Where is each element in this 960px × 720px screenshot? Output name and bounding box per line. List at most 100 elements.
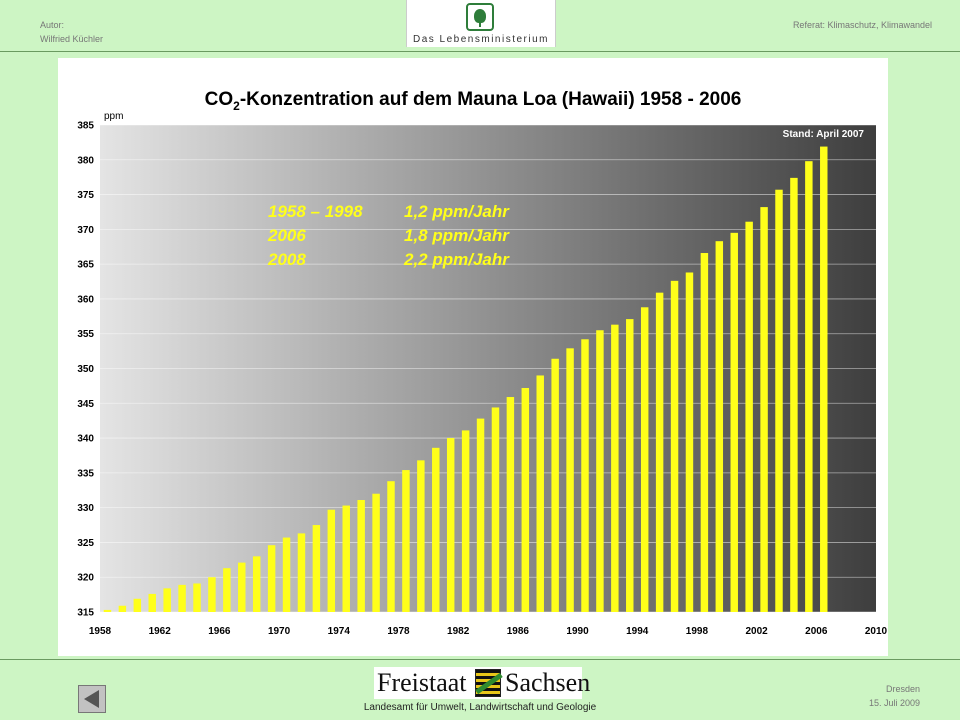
bar <box>655 292 664 612</box>
co2-chart: CO2-Konzentration auf dem Mauna Loa (Haw… <box>77 89 888 637</box>
bar <box>790 177 798 613</box>
logo-text: Das Lebensministerium <box>413 34 549 45</box>
place-date-block: Dresden 15. Juli 2009 <box>869 682 920 710</box>
bar <box>521 387 530 612</box>
bar <box>118 605 127 612</box>
bar <box>775 189 783 613</box>
rate-annotations: 1958 – 1998 1,2 ppm/Jahr 2006 1,8 ppm/Jahr 2… <box>267 202 510 269</box>
x-tick-label: 1982 <box>447 626 470 637</box>
author-label: Autor: <box>40 20 65 30</box>
leaf-logo-icon <box>466 3 494 31</box>
y-tick-label: 345 <box>77 399 94 410</box>
x-tick-labels: 1958 1962 1966 1970 1974 1978 1982 1986 1990 1994… <box>89 626 888 637</box>
agency-name: Landesamt für Umwelt, Landwirtschaft und… <box>363 702 597 713</box>
header-divider <box>0 51 960 52</box>
back-button[interactable] <box>78 685 106 713</box>
x-tick-label: 1998 <box>686 626 709 637</box>
x-tick-label: 2002 <box>745 626 768 637</box>
bar <box>700 253 709 613</box>
bar <box>581 339 589 612</box>
bar <box>238 562 246 612</box>
annotation-period: 2006 <box>267 226 306 245</box>
city-label: Dresden <box>885 684 920 694</box>
bar <box>551 358 559 612</box>
bar <box>745 221 753 612</box>
bar <box>297 533 306 612</box>
x-tick-label: 2006 <box>805 626 828 637</box>
y-tick-label: 355 <box>77 329 94 340</box>
x-tick-label: 2010 <box>865 626 888 637</box>
bar <box>611 324 619 612</box>
state-word-1: Freistaat <box>377 668 467 697</box>
y-tick-label: 365 <box>77 260 94 271</box>
freistaat-sachsen-logo: Freistaat Sachsen <box>374 667 590 699</box>
x-tick-label: 1962 <box>149 626 172 637</box>
annotation-period: 2008 <box>267 250 306 269</box>
stand-label: Stand: April 2007 <box>783 129 865 140</box>
y-tick-label: 330 <box>77 503 94 514</box>
date-label: 15. Juli 2009 <box>868 698 920 708</box>
bar <box>402 470 410 612</box>
y-tick-label: 370 <box>77 225 94 236</box>
bar <box>640 307 649 612</box>
footer-divider <box>0 659 960 660</box>
x-tick-label: 1994 <box>626 626 649 637</box>
bar <box>417 460 425 612</box>
bar <box>282 537 291 612</box>
bar <box>670 280 679 612</box>
bar <box>178 584 186 612</box>
bar <box>805 161 813 613</box>
y-tick-label: 360 <box>77 294 94 305</box>
bar <box>133 598 142 612</box>
bar <box>148 593 156 612</box>
bar <box>461 430 470 612</box>
bar <box>566 348 574 612</box>
annotation-rate: 1,2 ppm/Jahr <box>404 202 510 221</box>
lebensministerium-logo: Das Lebensministerium <box>406 0 556 47</box>
y-tick-label: 350 <box>77 364 94 375</box>
x-tick-label: 1978 <box>387 626 410 637</box>
y-tick-labels: 315 320 325 330 335 340 345 350 355 360 365 370 375 3… <box>77 121 94 619</box>
x-tick-label: 1974 <box>328 626 351 637</box>
chart-panel: CO2-Konzentration auf dem Mauna Loa (Haw… <box>58 58 888 656</box>
y-tick-label: 325 <box>77 538 94 549</box>
y-tick-label: 315 <box>77 608 94 619</box>
author-block: Autor: Wilfried Küchler <box>40 18 103 46</box>
bar <box>715 241 724 613</box>
bar <box>357 499 365 612</box>
bar <box>536 375 544 612</box>
bar <box>820 146 828 612</box>
annotation-rate: 1,8 ppm/Jahr <box>404 226 510 245</box>
x-tick-label: 1986 <box>507 626 530 637</box>
annotation-rate: 2,2 ppm/Jahr <box>403 250 510 269</box>
title-pre: CO <box>205 89 234 110</box>
bar <box>103 609 112 612</box>
x-tick-label: 1966 <box>208 626 231 637</box>
x-tick-label: 1970 <box>268 626 291 637</box>
y-tick-label: 340 <box>77 434 94 445</box>
bar <box>730 232 738 613</box>
bars <box>103 146 828 613</box>
bar <box>252 556 261 612</box>
chart-title: CO2-Konzentration auf dem Mauna Loa (Haw… <box>205 89 742 113</box>
bar <box>387 481 395 612</box>
bar <box>476 418 485 612</box>
bar <box>342 505 350 612</box>
bar <box>446 438 455 612</box>
y-tick-label: 380 <box>77 155 94 166</box>
title-post: -Konzentration auf dem Mauna Loa (Hawaii… <box>240 89 742 110</box>
bar <box>267 545 276 612</box>
bar <box>491 407 500 612</box>
bar <box>372 493 380 612</box>
bar <box>760 207 768 612</box>
bar <box>596 330 604 612</box>
referat-label: Referat: Klimaschutz, Klimawandel <box>792 20 932 30</box>
y-axis-unit: ppm <box>104 111 123 122</box>
y-tick-label: 375 <box>77 190 94 201</box>
bar <box>626 319 634 612</box>
bar <box>193 583 201 612</box>
saxony-crest-icon <box>475 669 503 697</box>
annotation-period: 1958 – 1998 <box>268 202 363 221</box>
bar <box>327 509 336 612</box>
bar <box>223 568 231 612</box>
